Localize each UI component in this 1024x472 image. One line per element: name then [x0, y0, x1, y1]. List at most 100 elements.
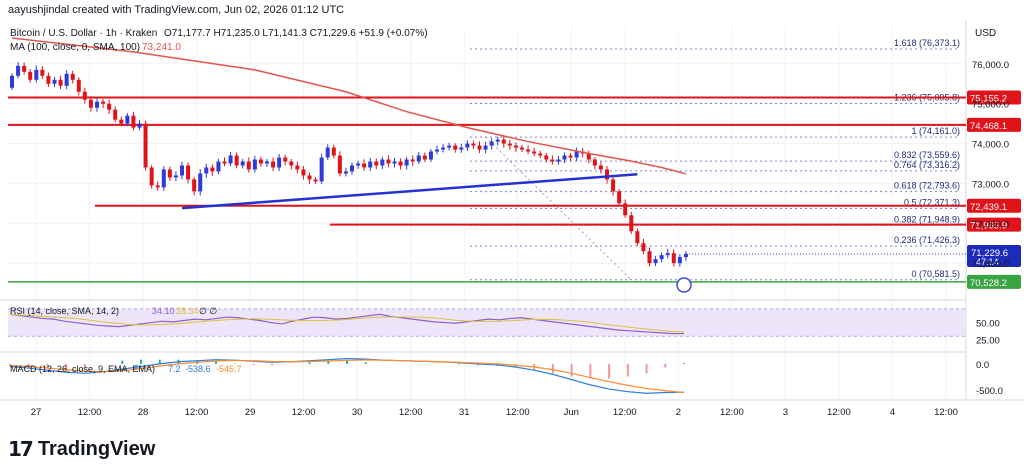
ma100-line — [11, 37, 687, 175]
candle-body — [665, 253, 670, 256]
time-tick: 12:00 — [720, 407, 744, 418]
candle-body — [495, 139, 500, 142]
time-tick: 4 — [890, 407, 895, 418]
tv-brand-text: TradingView — [37, 437, 156, 460]
macd-hist-value: 7.2 — [168, 364, 181, 374]
candle-body — [647, 251, 652, 264]
candle-body — [562, 155, 567, 160]
candle-body — [453, 145, 458, 150]
level-tag — [967, 117, 1021, 132]
fib-label: 0.5 (72,371.3) — [904, 197, 960, 207]
ma-value: 73,241.0 — [142, 42, 181, 53]
candle-body — [192, 179, 197, 192]
candle-body — [277, 157, 282, 168]
last-price-tag — [967, 244, 1021, 267]
candle-body — [629, 215, 634, 232]
level-label: 70,528.2 — [970, 278, 1007, 289]
candle-body — [362, 163, 367, 168]
candle-body — [483, 145, 488, 150]
candle-body — [671, 253, 676, 264]
candle-body — [234, 155, 239, 166]
candle-body — [586, 153, 591, 160]
price-chart[interactable]: 1.618 (76,373.1)1.236 (75,005.8)1 (74,16… — [0, 20, 1024, 430]
candle-body — [398, 161, 403, 166]
candle-body — [301, 169, 306, 176]
candle-body — [617, 191, 622, 204]
candle-body — [246, 161, 251, 170]
fib-label: 0 (70,581.5) — [911, 269, 960, 279]
macd-line — [9, 358, 685, 394]
candle-body — [258, 159, 263, 164]
rsi-sma-line — [9, 313, 685, 333]
candle-body — [52, 79, 57, 84]
candle-body — [265, 161, 269, 164]
rsi-tick: 25.00 — [976, 336, 1000, 347]
event-marker-icon — [676, 277, 692, 293]
candle-body — [46, 75, 51, 84]
signal-line — [9, 359, 685, 394]
candle-body — [343, 171, 348, 174]
candle-body — [10, 75, 14, 88]
time-axis: 27 12:00 28 12:00 29 12:00 30 12:00 31 12:00 Jun 12… — [31, 407, 958, 418]
candle-body — [428, 151, 433, 160]
candle-body — [119, 119, 124, 124]
candle-body — [641, 243, 646, 252]
candle-body — [289, 161, 294, 166]
candle-body — [58, 79, 63, 86]
candle-body — [240, 161, 245, 166]
candle-body — [605, 169, 609, 180]
time-tick: 12:00 — [506, 407, 530, 418]
candle-body — [422, 155, 427, 160]
time-tick: 12:00 — [934, 407, 958, 418]
price-tick: 76,000.0 — [972, 60, 1009, 71]
candle-body — [22, 65, 27, 72]
level-tag — [967, 274, 1021, 289]
candle-body — [380, 159, 385, 166]
candle-body — [598, 165, 603, 170]
candle-body — [113, 109, 118, 120]
candle-body — [623, 203, 628, 216]
candle-body — [222, 161, 227, 164]
candle-body — [392, 161, 397, 164]
candle-body — [228, 155, 233, 164]
macd-tick: -500.0 — [976, 386, 1003, 397]
candle-body — [76, 79, 81, 92]
candles — [10, 61, 688, 267]
candle-body — [356, 163, 361, 166]
candle-body — [568, 155, 573, 158]
time-tick: 12:00 — [292, 407, 316, 418]
macd-signal-value: -545.7 — [216, 364, 242, 374]
last-price-label: 71,229.6 — [971, 248, 1008, 259]
candle-body — [186, 165, 191, 180]
macd-label: MACD (12, 26, close, 9, EMA, EMA) — [10, 364, 155, 374]
candle-body — [173, 175, 178, 178]
time-tick: 3 — [783, 407, 788, 418]
candle-body — [513, 145, 518, 148]
price-tick: 74,000.0 — [972, 140, 1009, 151]
macd-pane: 0.0 -500.0 — [9, 358, 1003, 397]
time-tick: 12:00 — [613, 407, 637, 418]
candle-body — [137, 123, 142, 128]
candle-body — [70, 73, 75, 80]
time-tick: 31 — [459, 407, 470, 418]
candle-body — [350, 165, 354, 172]
candle-body — [465, 143, 470, 148]
price-tick: 73,000.0 — [972, 179, 1009, 190]
candle-body — [501, 139, 506, 144]
candle-body — [659, 255, 664, 260]
level-label: 72,439.1 — [970, 202, 1007, 213]
ma-label: MA (100, close, 0, SMA, 100) — [10, 42, 140, 53]
price-axis: 76,000.0 75,000.0 74,000.0 73,000.0 72,000.0… — [972, 60, 1009, 270]
time-tick: 12:00 — [399, 407, 423, 418]
candle-body — [532, 151, 537, 154]
fib-label: 1 (74,161.0) — [911, 126, 960, 136]
fib-label: 1.618 (76,373.1) — [894, 38, 960, 48]
candle-body — [252, 159, 257, 170]
candle-body — [677, 257, 682, 264]
time-tick: 12:00 — [78, 407, 102, 418]
level-tag — [967, 90, 1021, 105]
overlays: 71,229.647:14 — [11, 37, 1021, 293]
candle-body — [416, 155, 421, 162]
candle-body — [507, 143, 512, 146]
fibonacci-levels: 1.618 (76,373.1)1.236 (75,005.8)1 (74,16… — [470, 38, 960, 281]
